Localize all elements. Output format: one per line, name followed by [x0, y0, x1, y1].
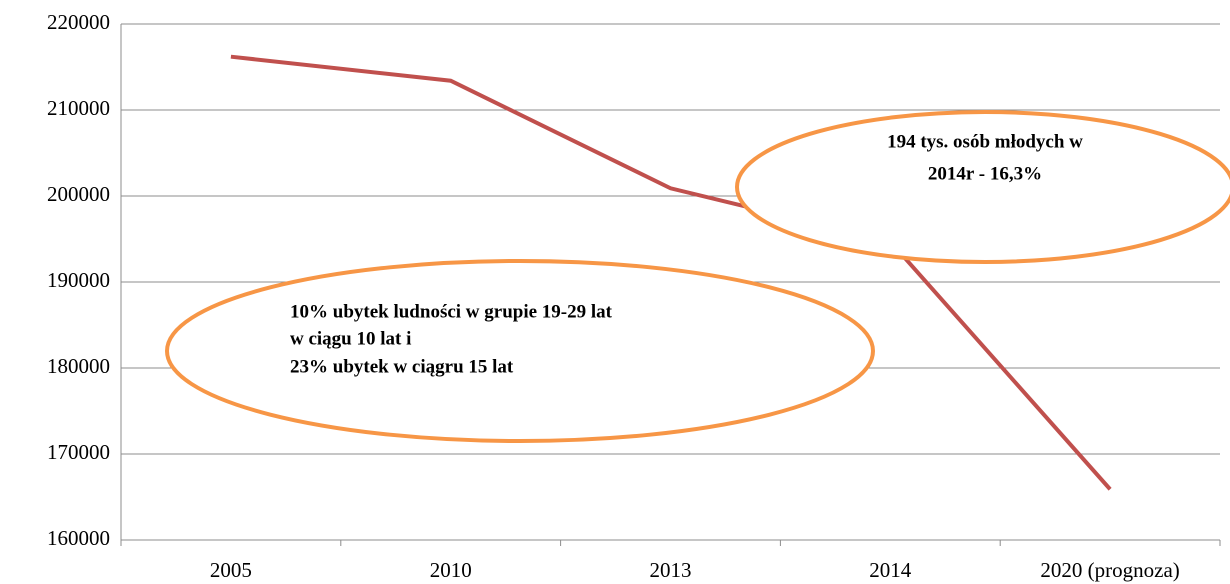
- annotation-ellipse: [165, 259, 875, 443]
- y-tick-label: 220000: [47, 10, 110, 34]
- x-tick-label: 2010: [430, 558, 472, 582]
- x-tick-label: 2014: [869, 558, 912, 582]
- y-tick-label: 160000: [47, 526, 110, 550]
- y-tick-label: 200000: [47, 182, 110, 206]
- annotation-text: 10% ubytek ludności w grupie 19-29 lat: [290, 301, 613, 322]
- x-tick-label: 2020 (prognoza): [1040, 558, 1179, 582]
- annotation-text: w ciągu 10 lat i: [290, 328, 411, 349]
- annotation-text: 23% ubytek w ciągru 15 lat: [290, 356, 514, 377]
- line-series: [230, 54, 1112, 491]
- annotation-ellipse: [735, 110, 1230, 264]
- annotation-text: 2014r - 16,3%: [928, 163, 1042, 184]
- y-tick-label: 210000: [47, 96, 110, 120]
- x-tick-label: 2005: [210, 558, 252, 582]
- y-tick-label: 190000: [47, 268, 110, 292]
- x-tick-label: 2013: [650, 558, 692, 582]
- annotation-text: 194 tys. osób młodych w: [887, 131, 1083, 152]
- y-tick-label: 180000: [47, 354, 110, 378]
- y-tick-label: 170000: [47, 440, 110, 464]
